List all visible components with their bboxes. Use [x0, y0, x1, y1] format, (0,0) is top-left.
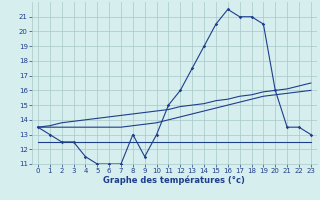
- X-axis label: Graphe des températures (°c): Graphe des températures (°c): [103, 176, 245, 185]
